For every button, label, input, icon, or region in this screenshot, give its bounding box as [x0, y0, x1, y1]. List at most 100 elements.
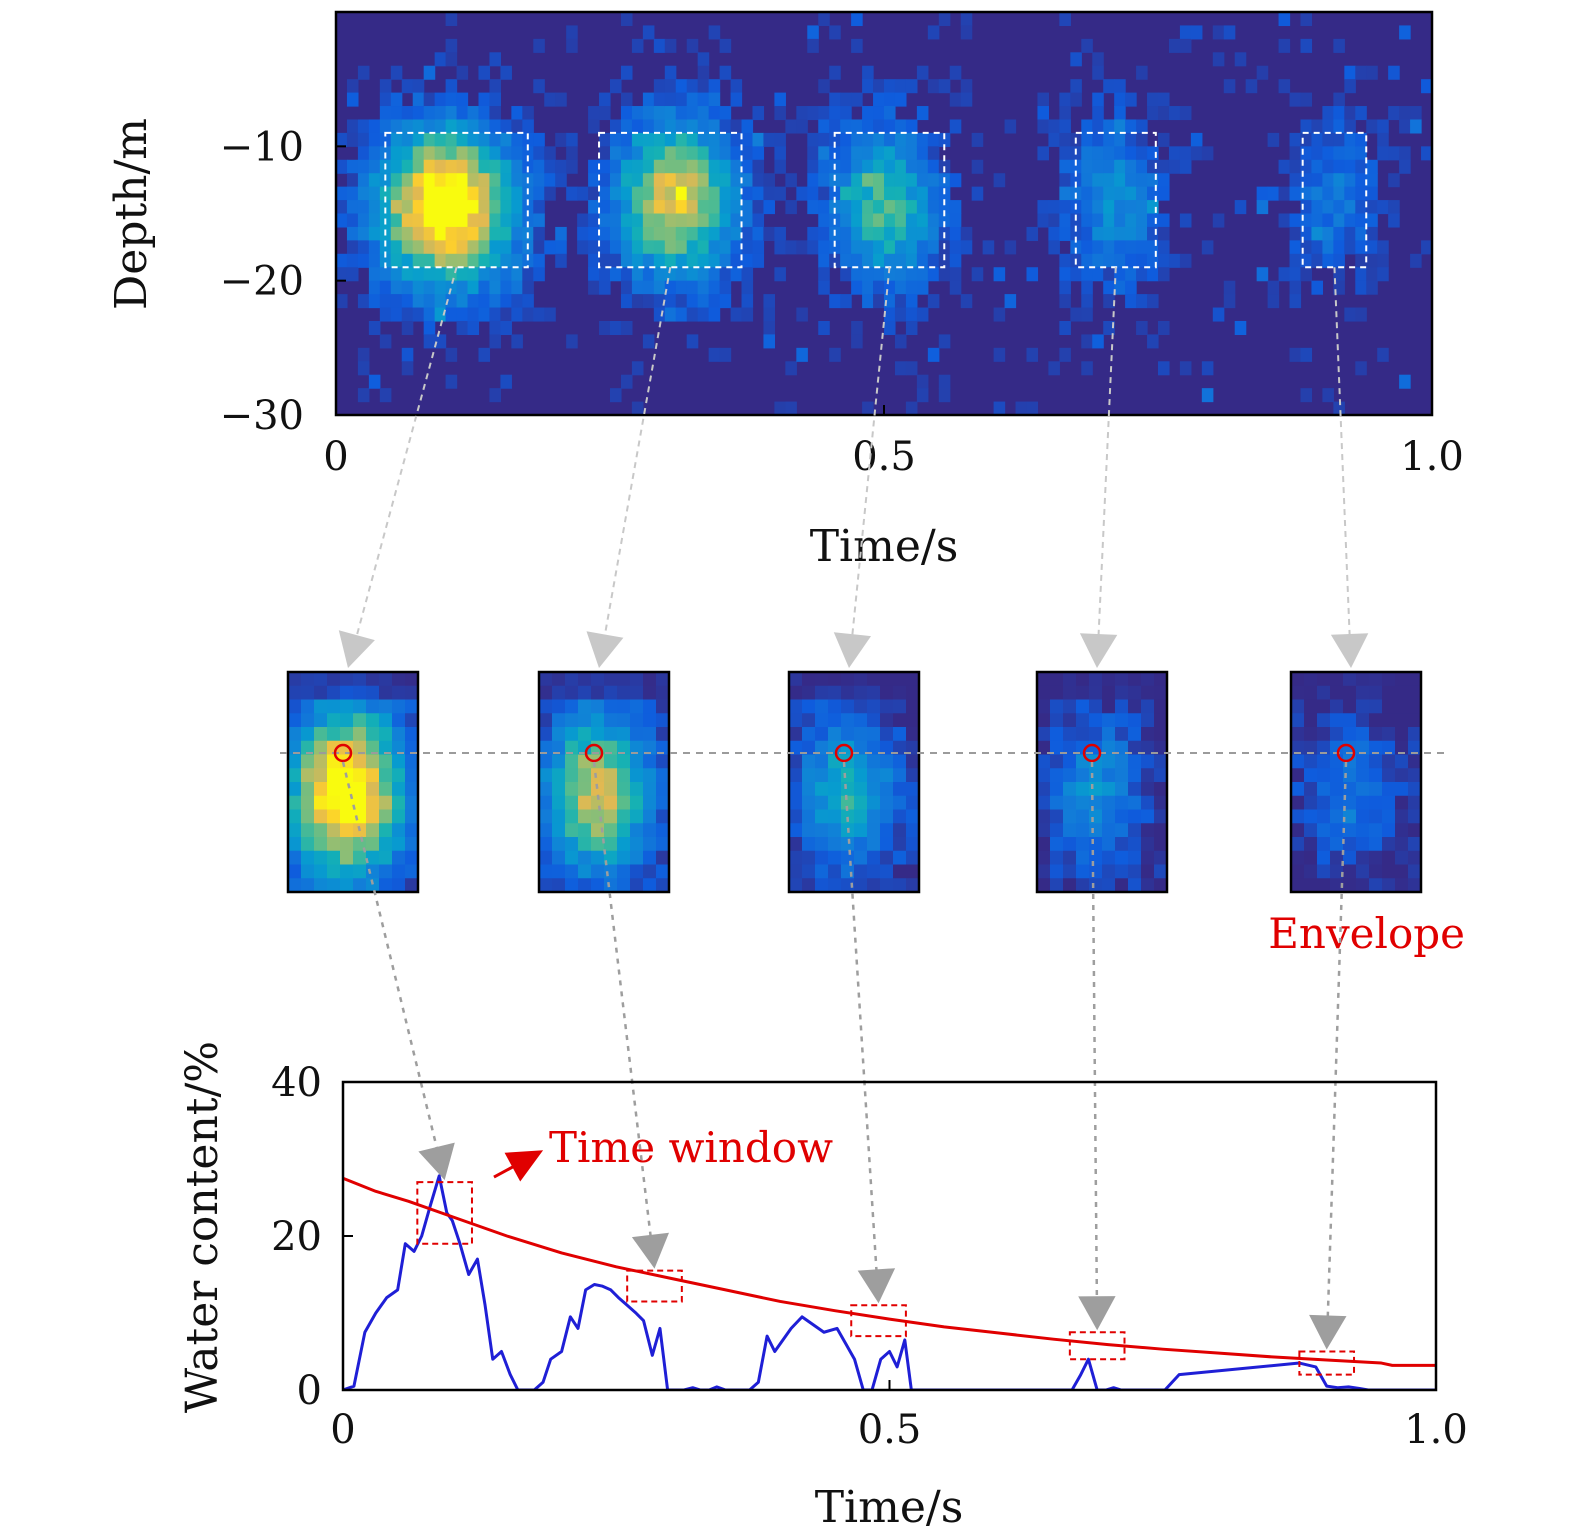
- heatmap-cell: [884, 119, 896, 134]
- inset-cell: [1356, 850, 1370, 865]
- inset-cell: [591, 768, 605, 783]
- heatmap-cell: [862, 106, 874, 121]
- inset-cell: [841, 699, 855, 714]
- heatmap-cell: [610, 267, 622, 282]
- heatmap-cell: [642, 106, 655, 121]
- inset-cell: [392, 864, 406, 879]
- heatmap-cell: [1147, 173, 1159, 188]
- heatmap-cell: [1355, 213, 1367, 228]
- heatmap-cell: [642, 280, 655, 295]
- inset-cell: [880, 850, 894, 865]
- inset-cell: [841, 672, 855, 687]
- inset-cell: [643, 809, 657, 824]
- bottom-y-tick-label: 20: [271, 1214, 322, 1260]
- heatmap-cell: [423, 334, 436, 349]
- heatmap-cell: [829, 253, 841, 268]
- inset-cell: [1050, 672, 1064, 687]
- heatmap-cell: [489, 294, 501, 309]
- heatmap-cell: [478, 92, 491, 107]
- heatmap-cell: [905, 280, 918, 295]
- heatmap-cell: [884, 294, 896, 309]
- inset-cell: [539, 699, 553, 714]
- inset-cell: [802, 878, 816, 893]
- heatmap-cell: [675, 79, 688, 94]
- heatmap-cell: [1103, 213, 1115, 228]
- heatmap-cell: [1388, 106, 1400, 121]
- inset-cell: [630, 837, 644, 852]
- heatmap-cell: [1333, 226, 1345, 241]
- heatmap-cell: [555, 92, 567, 107]
- heatmap-cell: [1300, 253, 1313, 268]
- heatmap-cell: [1212, 52, 1225, 67]
- inset-cell: [906, 672, 920, 687]
- heatmap-cell: [1136, 132, 1148, 147]
- inset-cell: [552, 795, 566, 810]
- inset-cell: [591, 713, 605, 728]
- heatmap-cell: [379, 106, 392, 121]
- heatmap-cell: [1366, 253, 1378, 268]
- inset-cell: [802, 768, 816, 783]
- heatmap-cell: [796, 240, 808, 255]
- heatmap-cell: [566, 132, 578, 147]
- heatmap-cell: [500, 374, 512, 389]
- heatmap-cell: [675, 307, 688, 322]
- heatmap-cell: [1366, 65, 1378, 80]
- time-window-annotation: Time window: [493, 1123, 833, 1182]
- inset-marker-circle: [1336, 743, 1356, 763]
- connector-top-to-inset: [1097, 267, 1117, 639]
- heatmap-cell: [620, 65, 633, 80]
- heatmap-cell: [1103, 159, 1115, 174]
- inset-cell: [340, 795, 354, 810]
- heatmap-cell: [357, 240, 370, 255]
- heatmap-cell: [1300, 213, 1313, 228]
- heatmap-cell: [1147, 240, 1159, 255]
- inset-cell: [327, 782, 341, 797]
- inset-cell: [867, 795, 881, 810]
- heatmap-cell: [456, 173, 469, 188]
- inset-cell: [643, 837, 657, 852]
- heatmap-cell: [489, 200, 501, 215]
- inset-cell: [578, 699, 592, 714]
- inset-cell: [802, 864, 816, 879]
- inset-cell: [1115, 850, 1129, 865]
- heatmap-cell: [412, 186, 425, 201]
- heatmap-cell: [829, 119, 841, 134]
- heatmap-cell: [686, 267, 699, 282]
- heatmap-cell: [796, 307, 808, 322]
- inset-cell: [1128, 809, 1142, 824]
- heatmap-cell: [1300, 132, 1313, 147]
- inset-cell: [1291, 727, 1305, 742]
- inset-cell: [1154, 768, 1168, 783]
- heatmap-cell: [478, 347, 491, 362]
- inset-cell: [1330, 795, 1344, 810]
- heatmap-cell: [642, 132, 655, 147]
- connector-top-to-inset: [1333, 267, 1351, 639]
- heatmap-cell: [533, 253, 545, 268]
- heatmap-cell: [478, 159, 491, 174]
- heatmap-cell: [938, 79, 951, 94]
- heatmap-cell: [631, 106, 644, 121]
- heatmap-cell: [379, 240, 392, 255]
- heatmap-cell: [544, 159, 556, 174]
- inset-cell: [1330, 768, 1344, 783]
- inset-cell: [617, 864, 631, 879]
- heatmap-cell: [1234, 320, 1247, 335]
- heatmap-cell: [862, 146, 874, 161]
- inset-cell: [656, 809, 670, 824]
- heatmap-cell: [686, 132, 699, 147]
- inset-cell: [1063, 795, 1077, 810]
- heatmap-cell: [1179, 146, 1192, 161]
- heatmap-cell: [566, 25, 578, 40]
- heatmap-cell: [412, 226, 425, 241]
- top-time-window-2: [598, 131, 743, 269]
- heatmap-cell: [478, 132, 491, 147]
- inset-cell: [327, 850, 341, 865]
- heatmap-cell: [1158, 361, 1170, 376]
- heatmap-cell: [357, 253, 370, 268]
- inset-cell: [1343, 713, 1357, 728]
- heatmap-cell: [1322, 200, 1334, 215]
- heatmap-cell: [368, 200, 381, 215]
- inset-cell: [1063, 823, 1077, 838]
- inset-cell: [604, 727, 618, 742]
- heatmap-cell: [840, 132, 852, 147]
